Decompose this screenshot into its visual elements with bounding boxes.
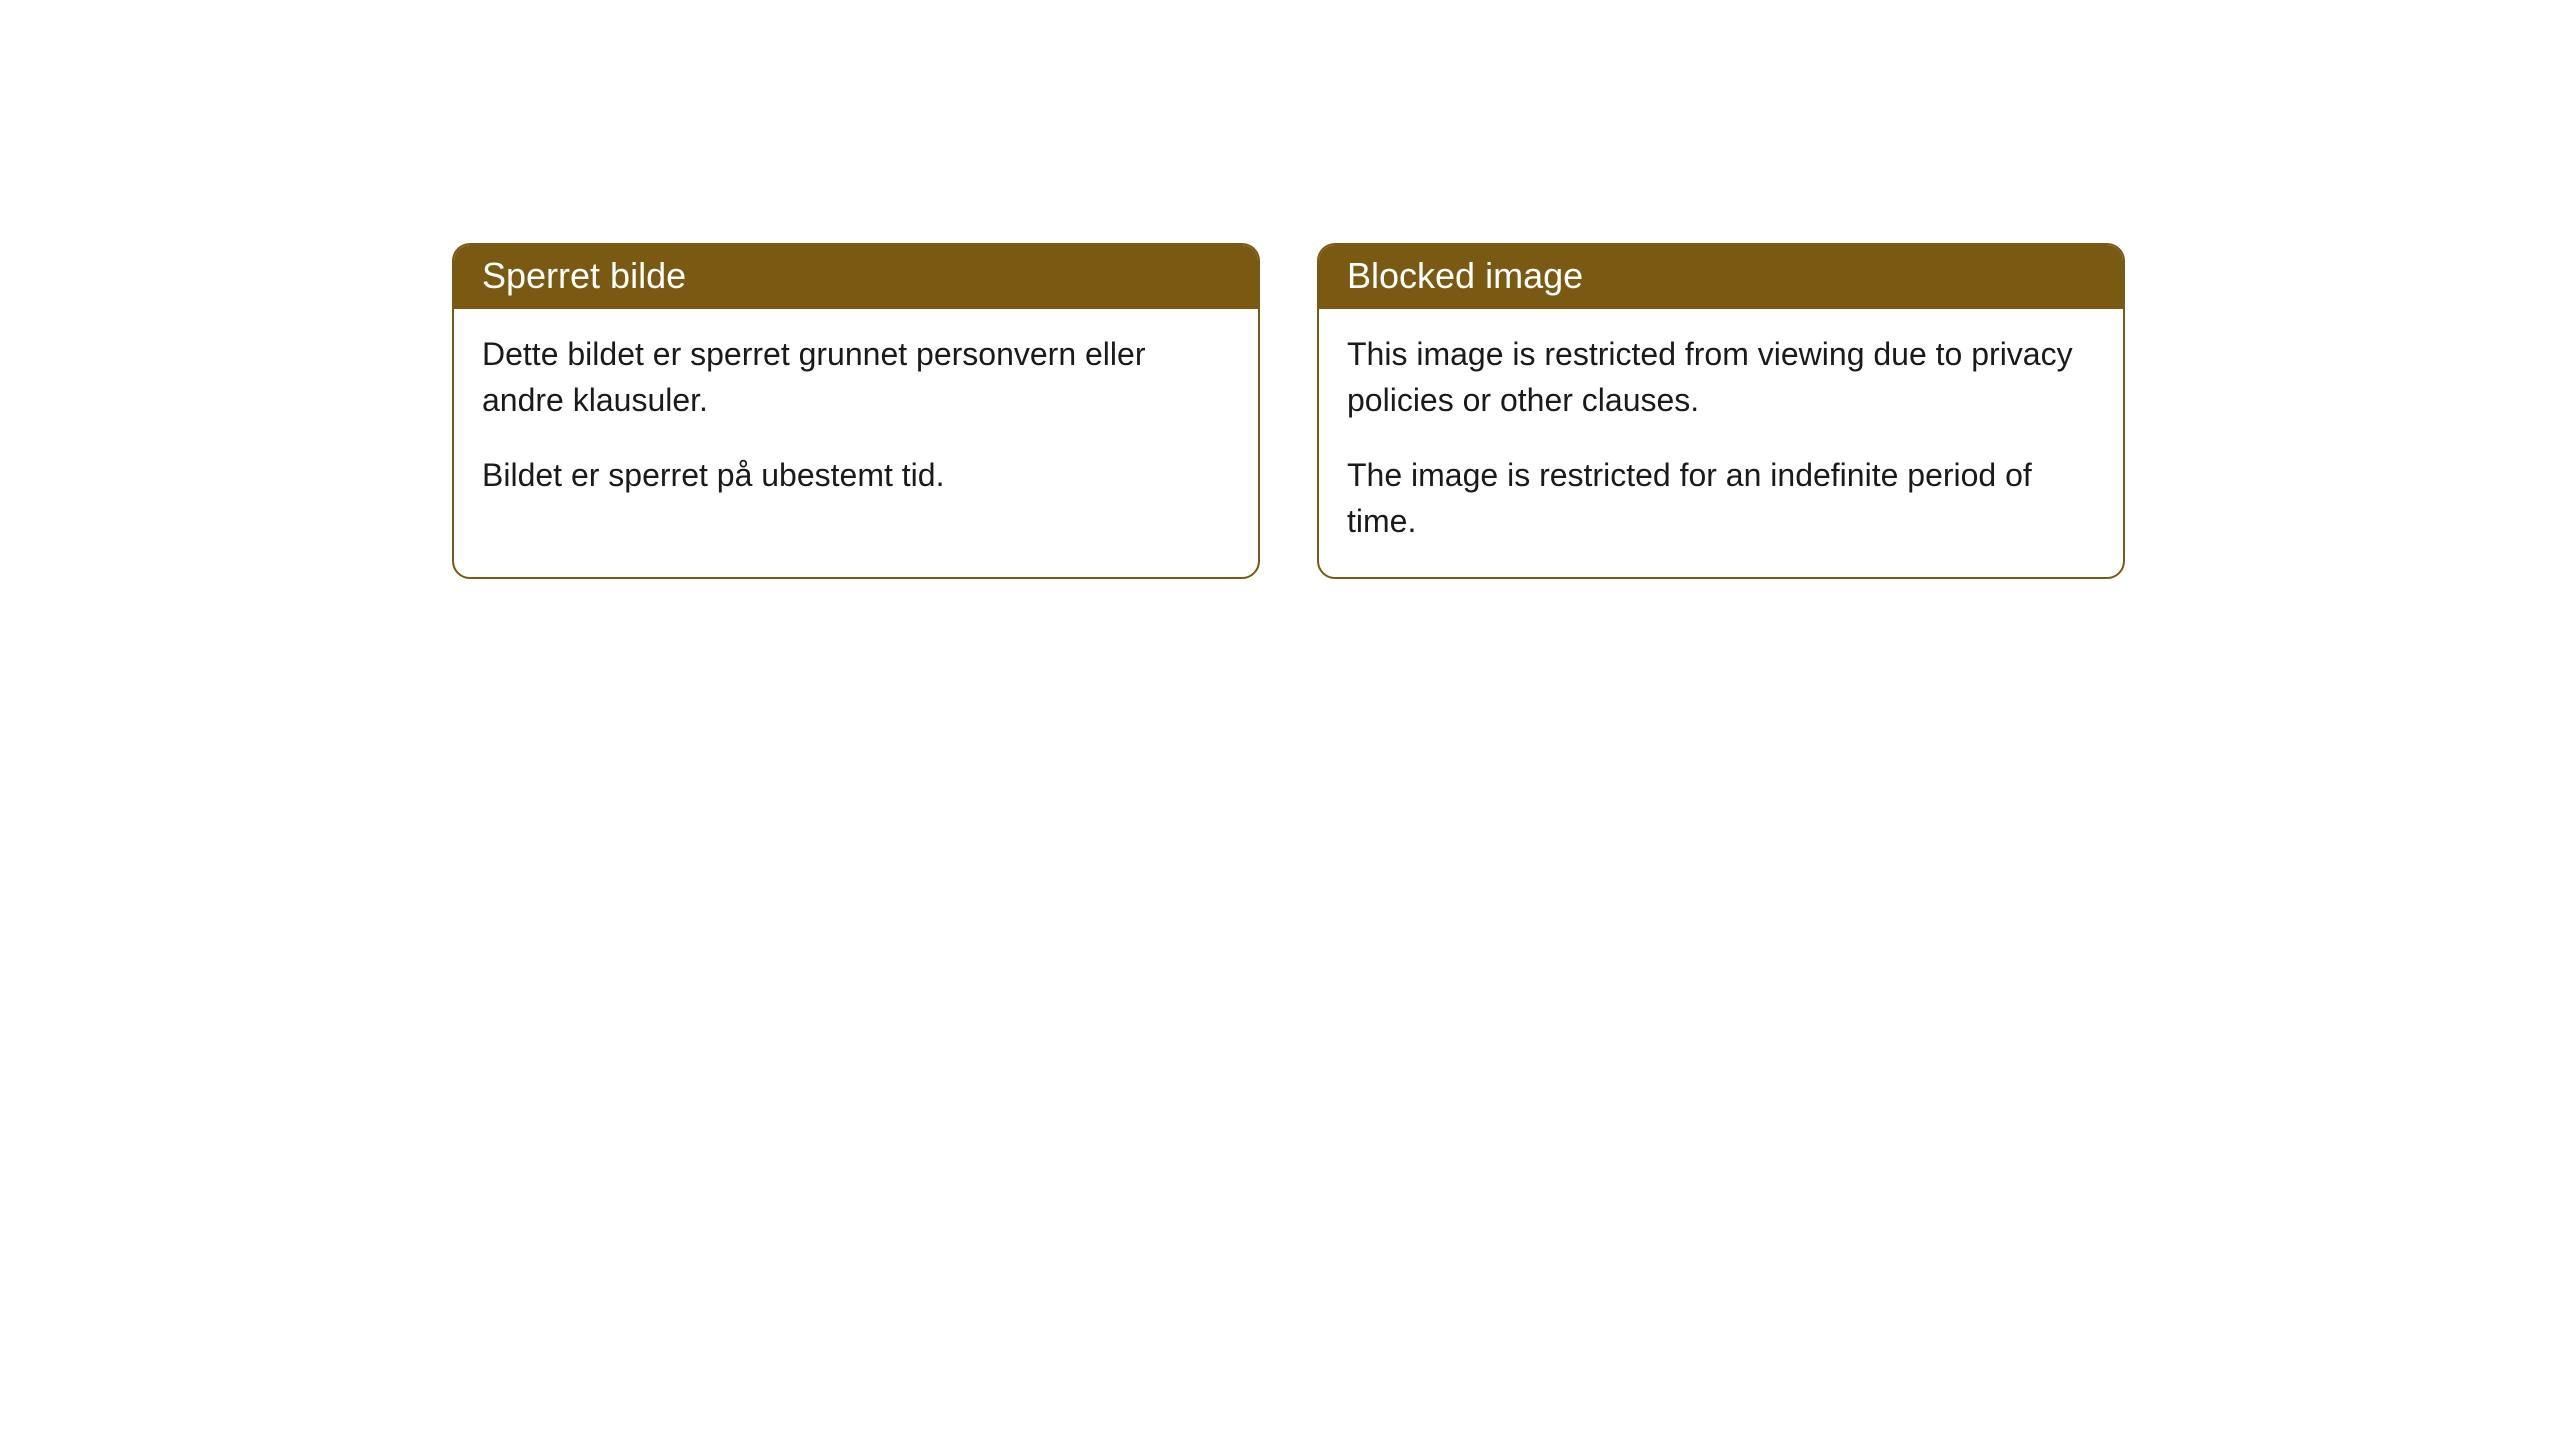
notice-paragraph-2: The image is restricted for an indefinit… (1347, 452, 2095, 545)
notice-paragraph-2: Bildet er sperret på ubestemt tid. (482, 452, 1230, 498)
notice-paragraph-1: Dette bildet er sperret grunnet personve… (482, 331, 1230, 424)
notice-header: Blocked image (1319, 245, 2123, 309)
notice-body: This image is restricted from viewing du… (1319, 309, 2123, 577)
notice-header: Sperret bilde (454, 245, 1258, 309)
notice-card-norwegian: Sperret bilde Dette bildet er sperret gr… (452, 243, 1260, 579)
notice-paragraph-1: This image is restricted from viewing du… (1347, 331, 2095, 424)
notice-cards-container: Sperret bilde Dette bildet er sperret gr… (452, 243, 2560, 579)
notice-title: Blocked image (1347, 255, 1583, 296)
notice-title: Sperret bilde (482, 255, 686, 296)
notice-card-english: Blocked image This image is restricted f… (1317, 243, 2125, 579)
notice-body: Dette bildet er sperret grunnet personve… (454, 309, 1258, 530)
